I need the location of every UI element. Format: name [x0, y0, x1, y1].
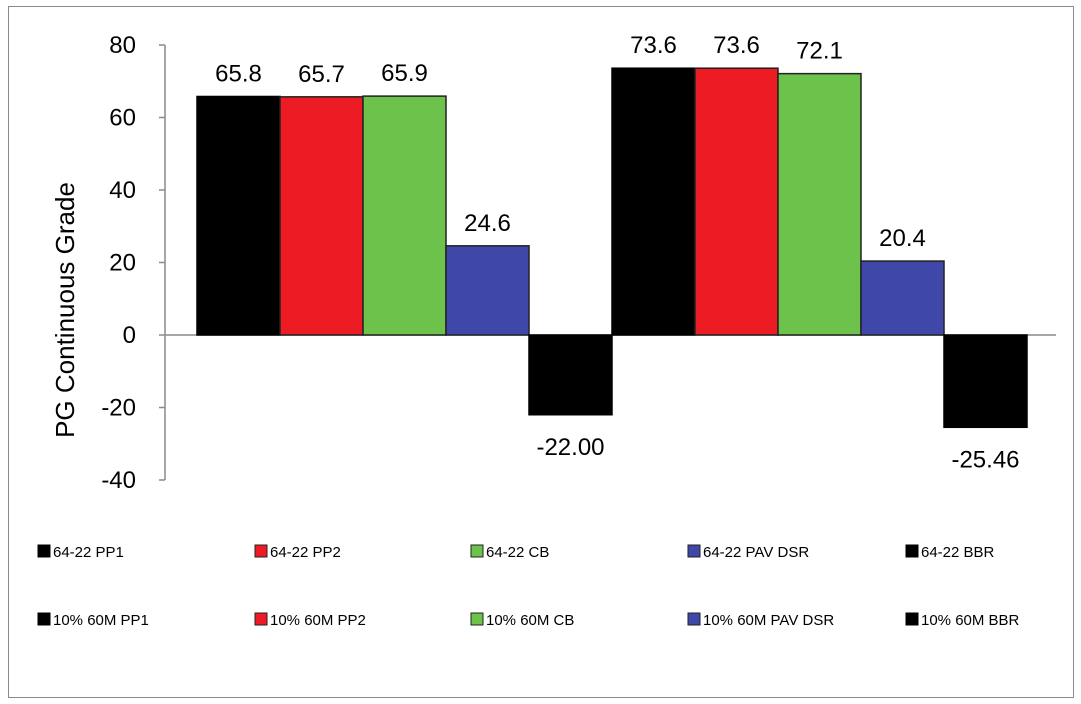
legend-item-label: 64-22 BBR: [921, 544, 995, 561]
legend-swatch: [687, 612, 701, 626]
bar: [362, 95, 447, 336]
legend-item-label: 10% 60M PAV DSR: [703, 612, 834, 629]
legend-item-label: 64-22 PP1: [53, 544, 124, 561]
data-label: -22.00: [536, 434, 604, 461]
bar: [279, 96, 364, 336]
y-tick-label: 20: [109, 250, 136, 277]
legend-swatch: [37, 612, 51, 626]
data-label: 73.6: [713, 32, 760, 59]
data-label: 73.6: [630, 32, 677, 59]
data-labels: 65.8 65.7 65.9 24.6 -22.00 73.6 73.6 72.1 20.4 -2…: [215, 32, 1019, 473]
bar: [196, 95, 281, 336]
legend-swatch: [254, 544, 268, 558]
bar: [943, 334, 1028, 429]
bar: [777, 72, 862, 336]
legend-swatch: [37, 544, 51, 558]
data-label: 20.4: [879, 225, 926, 252]
legend-swatch: [470, 612, 484, 626]
y-tick-label: 60: [109, 105, 136, 132]
legend-item-label: 64-22 PP2: [270, 544, 341, 561]
legend-item-label: 10% 60M BBR: [921, 612, 1020, 629]
y-axis-label: PG Continuous Grade: [50, 182, 80, 438]
legend-swatch: [905, 612, 919, 626]
legend-swatch: [254, 612, 268, 626]
bar: [860, 260, 945, 336]
legend: 64-22 PP1 64-22 PP2 64-22 CB 64-22 PAV DSR 6…: [37, 544, 1020, 629]
legend-swatch: [470, 544, 484, 558]
bar: [694, 67, 779, 336]
y-tick-label: -40: [101, 467, 136, 494]
data-label: 65.8: [215, 60, 262, 87]
legend-item-label: 64-22 CB: [486, 544, 549, 561]
legend-item-label: 10% 60M PP1: [53, 612, 149, 629]
y-tick-label: 40: [109, 177, 136, 204]
legend-swatch: [905, 544, 919, 558]
data-label: 24.6: [464, 210, 511, 237]
data-label: 72.1: [796, 38, 843, 65]
y-tick-label: 80: [109, 32, 136, 59]
bars: [196, 67, 1028, 429]
data-label: 65.7: [298, 61, 345, 88]
bar: [528, 334, 613, 416]
legend-item-label: 10% 60M CB: [486, 612, 574, 629]
bar: [445, 245, 530, 336]
legend-swatch: [687, 544, 701, 558]
y-tick-label: 0: [123, 322, 136, 349]
data-label: -25.46: [951, 446, 1019, 473]
data-label: 65.9: [381, 60, 428, 87]
y-tick-label: -20: [101, 395, 136, 422]
bar: [611, 67, 696, 336]
legend-item-label: 10% 60M PP2: [270, 612, 366, 629]
legend-item-label: 64-22 PAV DSR: [703, 544, 809, 561]
